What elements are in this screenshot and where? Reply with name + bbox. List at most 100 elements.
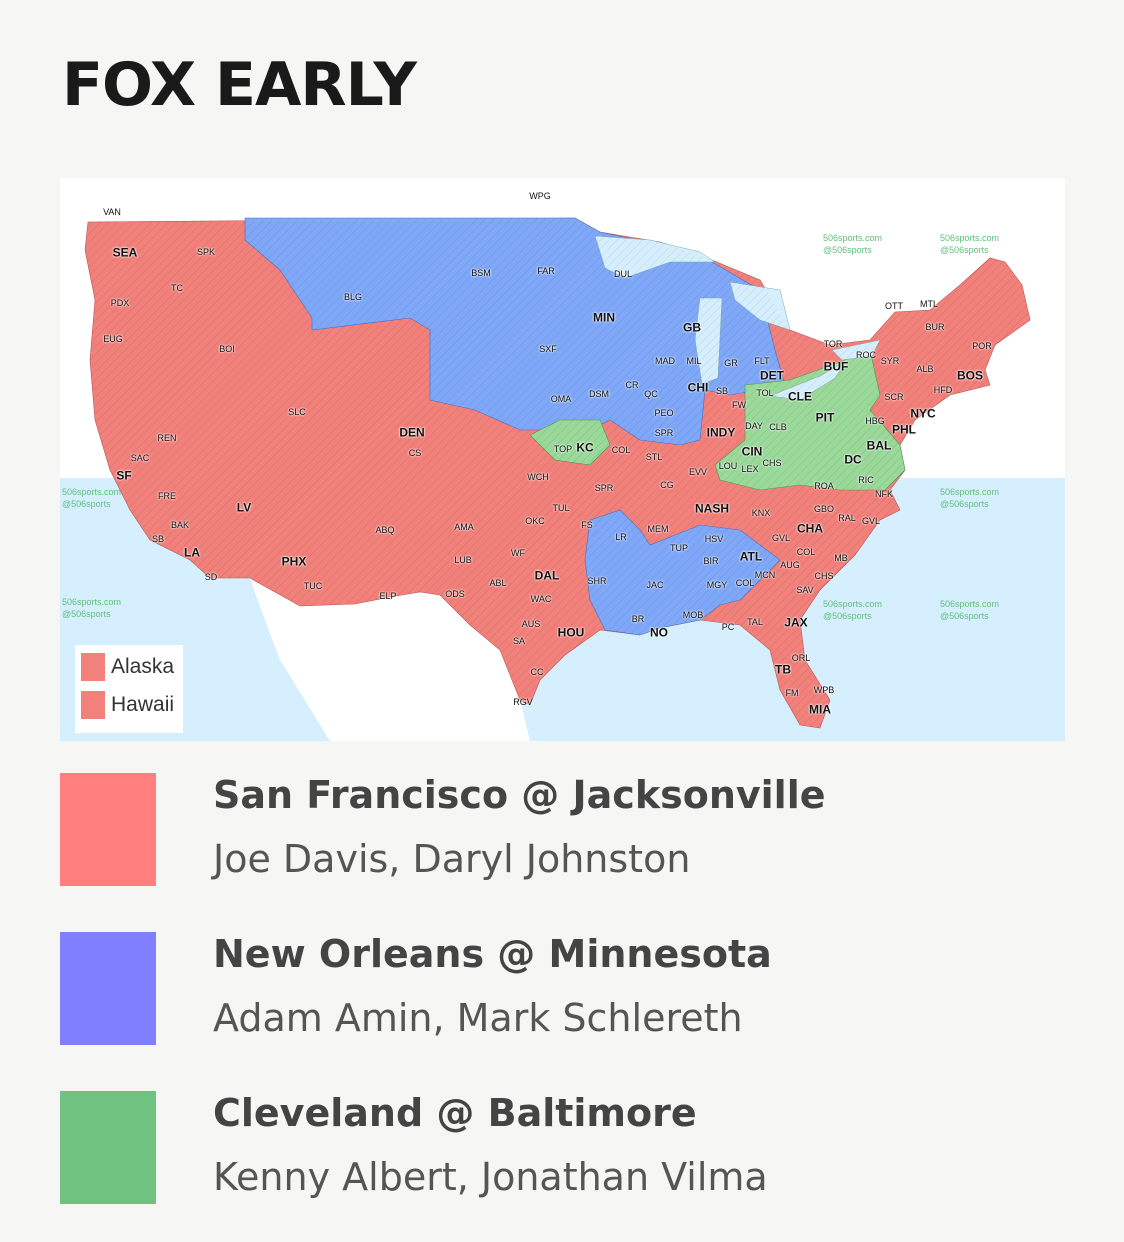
- city-label: SHR: [587, 576, 607, 586]
- city-label: LOU: [718, 461, 738, 471]
- city-label: ORL: [791, 653, 811, 663]
- legend-crew: Kenny Albert, Jonathan Vilma: [213, 1155, 768, 1199]
- city-label: HBG: [865, 416, 885, 426]
- city-label: FLT: [754, 356, 770, 366]
- city-label: FM: [785, 688, 799, 698]
- city-label: DC: [844, 452, 862, 467]
- city-label: BAK: [170, 520, 190, 530]
- watermark: 506sports.com @506sports: [940, 232, 999, 256]
- city-label: WPB: [813, 685, 835, 695]
- page-title: FOX EARLY: [62, 50, 417, 120]
- city-label: TOR: [823, 339, 843, 349]
- city-label: OKC: [525, 516, 545, 526]
- city-label: MGY: [706, 580, 728, 590]
- city-label: BR: [631, 614, 645, 624]
- city-label: FW: [732, 400, 746, 410]
- city-label: ATL: [739, 549, 763, 564]
- mexico-land: [250, 578, 530, 741]
- city-label: MIA: [809, 702, 831, 717]
- legend-game: New Orleans @ Minnesota: [213, 932, 772, 976]
- city-label: CG: [660, 480, 674, 490]
- city-label: BLG: [343, 292, 363, 302]
- city-label: RAL: [838, 513, 856, 523]
- city-label: WAC: [530, 594, 552, 604]
- city-label: SEA: [112, 245, 138, 260]
- city-label: PHL: [892, 422, 916, 437]
- city-label: KC: [576, 440, 594, 455]
- city-label: MEM: [647, 524, 669, 534]
- city-label: ALB: [916, 364, 934, 374]
- city-label: SA: [512, 636, 526, 646]
- city-label: DAY: [745, 421, 763, 431]
- city-label: COL: [796, 547, 816, 557]
- city-label: EUG: [103, 334, 123, 344]
- city-label: MB: [834, 553, 848, 563]
- city-label: TC: [171, 283, 183, 293]
- city-label: STL: [645, 452, 663, 462]
- city-label: AUG: [780, 560, 800, 570]
- city-label: LEX: [741, 464, 759, 474]
- city-label: MTL: [920, 299, 938, 309]
- city-label: SD: [204, 572, 218, 582]
- legend-crew: Adam Amin, Mark Schlereth: [213, 996, 743, 1040]
- city-label: SB: [715, 386, 729, 396]
- city-label: BUR: [925, 322, 945, 332]
- city-label: CLE: [788, 389, 812, 404]
- city-label: LV: [236, 500, 252, 515]
- city-label: SPR: [654, 428, 674, 438]
- watermark-line: @506sports: [940, 611, 989, 621]
- legend-game: San Francisco @ Jacksonville: [213, 773, 826, 817]
- alaska-label: Alaska: [111, 655, 175, 678]
- watermark-line: 506sports.com: [62, 487, 122, 497]
- watermark-line: @506sports: [823, 611, 872, 621]
- city-label: WF: [511, 548, 525, 558]
- legend-crew: Joe Davis, Daryl Johnston: [213, 837, 691, 881]
- city-label: BIR: [703, 556, 719, 566]
- city-label: SF: [116, 468, 132, 483]
- watermark: 506sports.com @506sports: [62, 596, 121, 620]
- city-label: PIT: [815, 410, 835, 425]
- city-label: SCR: [884, 392, 904, 402]
- city-label: NFK: [875, 489, 893, 499]
- city-label: BOI: [219, 344, 235, 354]
- city-label: TUL: [552, 503, 570, 513]
- city-label: FS: [581, 520, 593, 530]
- watermark-line: @506sports: [940, 245, 989, 255]
- city-label: MIN: [593, 310, 615, 325]
- map-inset-legend: Alaska Hawaii: [75, 645, 183, 733]
- city-label: NO: [650, 625, 668, 640]
- city-label: PEO: [654, 408, 674, 418]
- watermark: 506sports.com @506sports: [823, 232, 882, 256]
- city-label: BSM: [471, 268, 491, 278]
- city-label: CLB: [769, 422, 787, 432]
- city-label: SPR: [594, 483, 614, 493]
- inset-legend-alaska: Alaska: [75, 649, 183, 685]
- city-label: DAL: [534, 568, 560, 583]
- city-label: INDY: [706, 425, 736, 440]
- city-label: FRE: [158, 491, 176, 501]
- city-label: JAX: [784, 615, 808, 630]
- city-label: BAL: [866, 438, 892, 453]
- city-label: POR: [972, 341, 992, 351]
- watermark-line: @506sports: [823, 245, 872, 255]
- legend-swatch: [60, 932, 156, 1045]
- city-label: DEN: [399, 425, 425, 440]
- city-label: CHI: [687, 380, 709, 395]
- city-label: GVL: [771, 533, 791, 543]
- inset-legend-hawaii: Hawaii: [75, 687, 183, 723]
- city-label: TB: [775, 662, 791, 677]
- city-label: DUL: [613, 269, 633, 279]
- city-label: ELP: [379, 591, 397, 601]
- city-label: SAV: [796, 585, 814, 595]
- city-label: ROA: [814, 481, 834, 491]
- city-label: ROC: [856, 350, 876, 360]
- city-label: TAL: [747, 617, 763, 627]
- city-label: CS: [408, 448, 422, 458]
- city-label: SB: [151, 534, 165, 544]
- city-label: REN: [157, 433, 177, 443]
- watermark-line: 506sports.com: [940, 487, 1000, 497]
- legend-swatch: [60, 773, 156, 886]
- city-label: GB: [683, 320, 701, 335]
- city-label: QC: [644, 389, 658, 399]
- city-label: HSV: [704, 534, 724, 544]
